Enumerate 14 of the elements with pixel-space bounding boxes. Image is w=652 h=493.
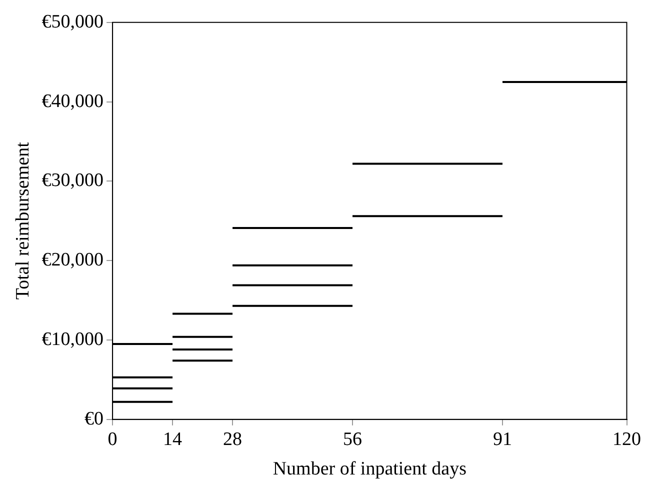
x-tick-label: 120 bbox=[612, 428, 641, 450]
y-tick-label: €20,000 bbox=[42, 250, 104, 271]
y-axis-title: Total reimbursement bbox=[12, 141, 34, 300]
y-tick-label: €30,000 bbox=[42, 170, 104, 192]
y-tick-label: €50,000 bbox=[42, 11, 104, 32]
y-tick-label: €40,000 bbox=[42, 90, 104, 112]
x-axis-title: Number of inpatient days bbox=[272, 458, 466, 480]
x-tick-label: 0 bbox=[108, 428, 118, 450]
x-tick-label: 28 bbox=[223, 428, 242, 450]
x-tick-label: 56 bbox=[343, 428, 362, 450]
y-tick-label: €10,000 bbox=[42, 328, 104, 350]
y-tick-label: €0 bbox=[84, 408, 104, 430]
x-tick-label: 14 bbox=[163, 428, 183, 450]
x-tick-label: 91 bbox=[492, 428, 512, 450]
